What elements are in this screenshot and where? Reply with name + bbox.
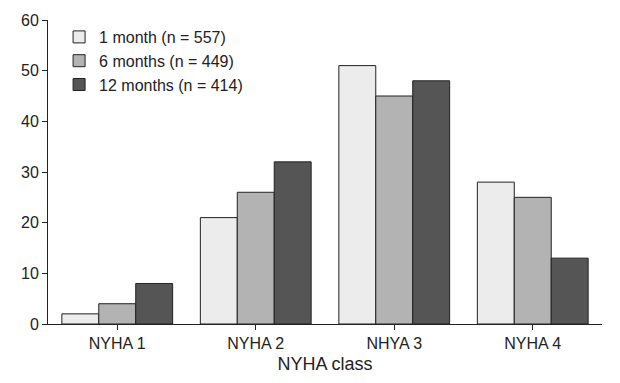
svg-text:40: 40 <box>21 113 39 130</box>
svg-text:60: 60 <box>21 12 39 29</box>
svg-text:30: 30 <box>21 164 39 181</box>
svg-text:NHYA 3: NHYA 3 <box>366 335 422 352</box>
svg-text:10: 10 <box>21 265 39 282</box>
svg-text:0: 0 <box>30 316 39 333</box>
svg-text:NYHA 4: NYHA 4 <box>504 335 561 352</box>
svg-text:1 month (n = 557): 1 month (n = 557) <box>99 29 226 46</box>
svg-text:12 months (n = 414): 12 months (n = 414) <box>99 77 243 94</box>
svg-text:50: 50 <box>21 62 39 79</box>
svg-text:6 months (n = 449): 6 months (n = 449) <box>99 53 234 70</box>
svg-text:NYHA 2: NYHA 2 <box>227 335 284 352</box>
svg-text:NYHA 1: NYHA 1 <box>89 335 146 352</box>
svg-text:NYHA class: NYHA class <box>277 354 372 374</box>
svg-text:20: 20 <box>21 214 39 231</box>
